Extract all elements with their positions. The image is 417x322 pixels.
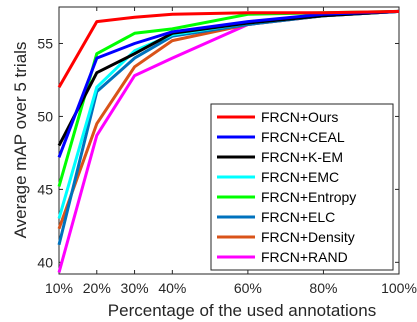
y-axis-title: Average mAP over 5 trials	[11, 42, 30, 239]
legend-box	[210, 103, 394, 271]
legend-label: FRCN+ELC	[261, 209, 335, 225]
y-axis-ticks: 40 45 50 55	[37, 35, 399, 270]
y-tick-label: 45	[37, 181, 53, 197]
series-line-frcn-ours	[57, 9, 400, 88]
x-tick-label: 30%	[121, 280, 149, 296]
x-tick-label: 60%	[234, 280, 262, 296]
x-tick-label: 20%	[83, 280, 111, 296]
y-tick-label: 50	[37, 108, 53, 124]
y-tick-label: 55	[37, 35, 53, 51]
legend: FRCN+Ours FRCN+CEAL FRCN+K-EM FRCN+EMC FRCN+…	[210, 103, 394, 271]
x-axis-title: Percentage of the used annotations	[108, 301, 376, 320]
legend-label: FRCN+CEAL	[261, 129, 345, 145]
legend-label: FRCN+Ours	[261, 109, 338, 125]
x-tick-label: 40%	[158, 280, 186, 296]
x-tick-label: 10%	[45, 280, 73, 296]
legend-label: FRCN+K-EM	[261, 149, 343, 165]
x-tick-label: 100%	[381, 280, 417, 296]
x-axis-ticks: 10% 20% 30% 40% 60% 80% 100%	[45, 7, 417, 296]
series-layer	[57, 9, 400, 273]
legend-label: FRCN+Entropy	[261, 189, 356, 205]
legend-label: FRCN+Density	[261, 229, 355, 245]
legend-label: FRCN+EMC	[261, 169, 339, 185]
y-tick-label: 40	[37, 254, 53, 270]
legend-label: FRCN+RAND	[261, 249, 348, 265]
x-tick-label: 80%	[309, 280, 337, 296]
